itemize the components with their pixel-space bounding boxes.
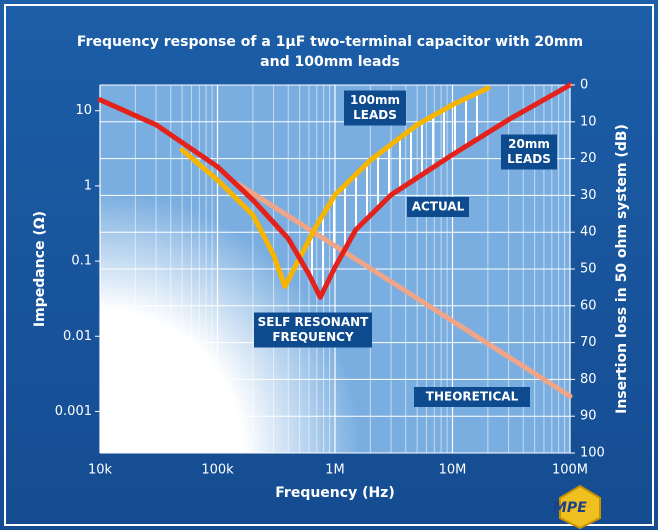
annotation-text: SELF RESONANT — [258, 315, 370, 329]
x-tick-label: 100M — [552, 463, 588, 478]
y2-tick-label: 90 — [580, 409, 597, 424]
y2-tick-label: 80 — [580, 372, 597, 387]
y2-tick-label: 50 — [580, 262, 597, 277]
y-tick-label: 10 — [75, 103, 92, 118]
y2-tick-label: 30 — [580, 188, 597, 203]
y2-tick-label: 40 — [580, 225, 597, 240]
y2-tick-label: 20 — [580, 151, 597, 166]
annotation-box — [344, 90, 406, 126]
annotation-box — [254, 312, 372, 348]
annotation-text: FREQUENCY — [272, 330, 354, 344]
annotation-box — [407, 197, 469, 217]
annotation-text: LEADS — [507, 152, 551, 166]
y-tick-label: 0.01 — [63, 329, 92, 344]
x-axis-label: Frequency (Hz) — [275, 485, 394, 501]
annotation-text: LEADS — [353, 108, 397, 122]
y2-tick-label: 10 — [580, 114, 597, 129]
logo-badge — [559, 484, 601, 530]
chart-title: Frequency response of a 1µF two-terminal… — [76, 34, 584, 70]
logo-text: MPE — [553, 500, 587, 516]
y-tick-label: 0.1 — [71, 254, 92, 269]
series-line — [179, 85, 491, 289]
annotation-text: THEORETICAL — [426, 390, 519, 404]
annotation-text: 20mm — [508, 137, 550, 151]
series-line — [235, 181, 573, 399]
series-line — [97, 82, 573, 300]
y-tick-label: 0.001 — [55, 404, 92, 419]
logo: MPE — [553, 484, 601, 530]
annotation-box — [414, 387, 530, 407]
x-tick-label: 10M — [439, 463, 467, 478]
y-tick-label: 1 — [84, 178, 92, 193]
y-axis-label: Impedance (Ω) — [32, 211, 48, 327]
annotation-text: 100mm — [350, 93, 400, 107]
y2-tick-label: 100 — [580, 446, 605, 461]
x-tick-label: 10k — [88, 463, 113, 478]
x-tick-label: 1M — [325, 463, 345, 478]
y2-tick-label: 60 — [580, 298, 597, 313]
y2-tick-label: 0 — [580, 78, 588, 93]
annotation-text: ACTUAL — [412, 200, 465, 214]
frame — [4, 4, 654, 526]
y2-tick-label: 70 — [580, 335, 597, 350]
y2-axis-label: Insertion loss in 50 ohm system (dB) — [614, 124, 630, 414]
annotation-box — [501, 134, 557, 170]
x-tick-label: 100k — [201, 463, 234, 478]
